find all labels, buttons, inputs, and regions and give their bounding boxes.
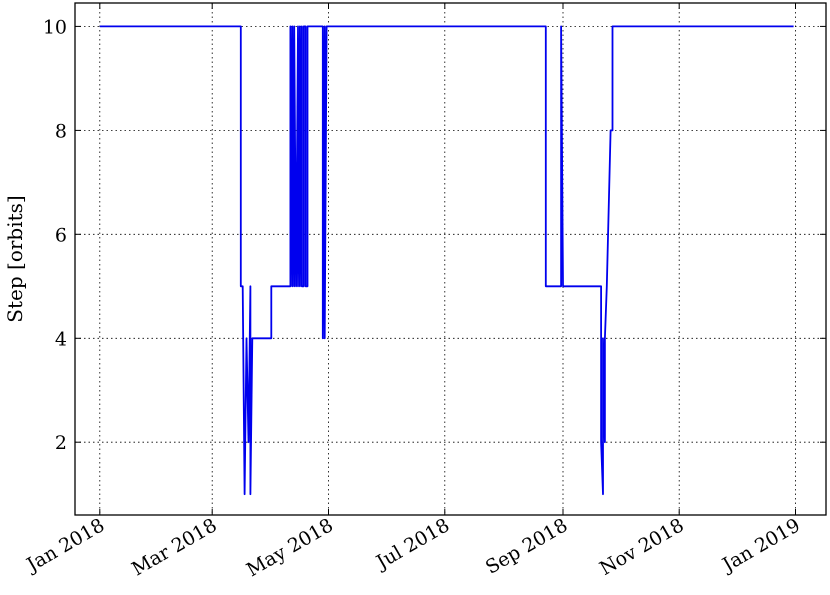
y-tick-label: 4: [55, 328, 67, 350]
x-tick-label: May 2018: [243, 514, 337, 581]
x-tick-label: Jul 2018: [371, 514, 453, 574]
axis-ticks: 2 4 6 8 10 Jan 2018 Mar 2018 May 2018 Jul 2018 Se…: [21, 3, 826, 581]
y-tick-label: 10: [43, 16, 67, 38]
y-tick-label: 8: [55, 120, 67, 142]
series-line-layer: [99, 25, 794, 496]
plot-area-frame: [74, 2, 827, 516]
y-tick-label: 6: [55, 224, 67, 246]
x-tick-label: Jan 2018: [21, 514, 108, 577]
x-tick-label: Mar 2018: [128, 514, 221, 580]
x-tick-label: Nov 2018: [596, 514, 688, 580]
y-tick-label: 2: [55, 432, 67, 454]
series-line-0: [99, 25, 794, 496]
x-tick-label: Jan 2019: [717, 514, 804, 577]
x-tick-label: Sep 2018: [482, 514, 572, 578]
gridlines: [75, 3, 826, 515]
y-axis-title: Step [orbits]: [3, 195, 27, 322]
